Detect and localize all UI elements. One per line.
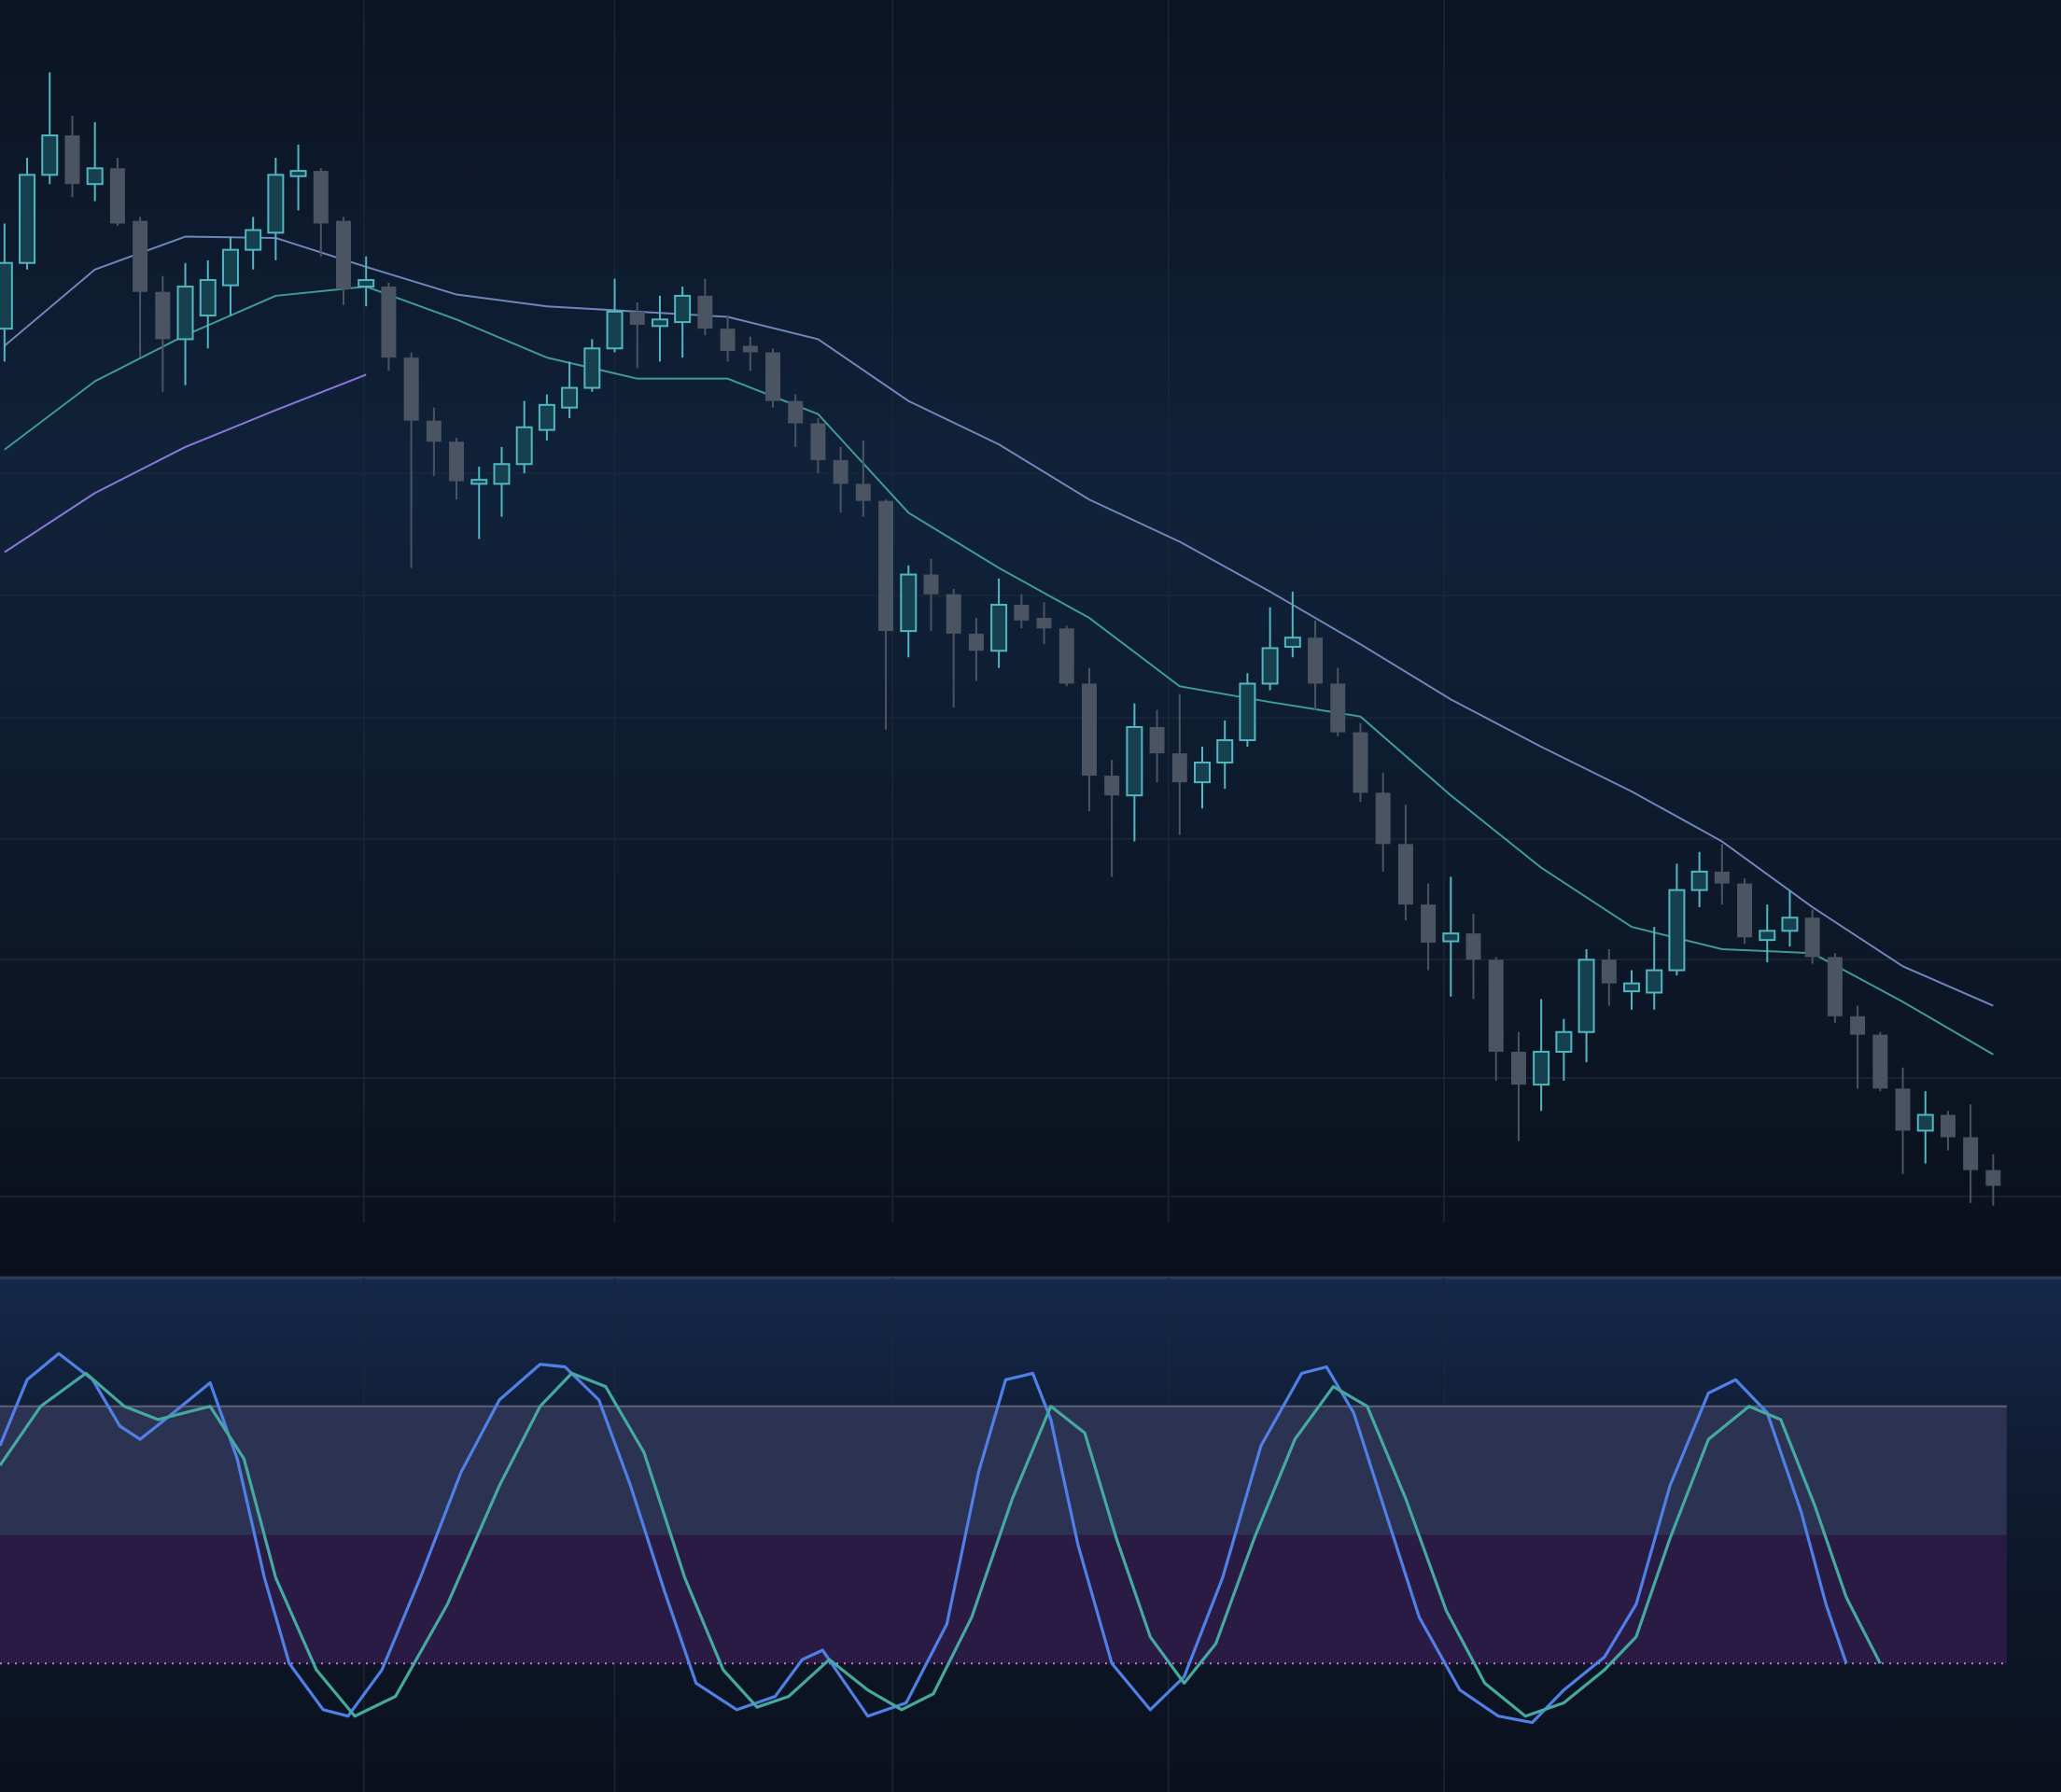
candle-body bbox=[1690, 870, 1708, 891]
candle-body bbox=[1036, 618, 1052, 629]
candle-body bbox=[1465, 933, 1481, 960]
candle-body bbox=[403, 357, 419, 421]
candle-body bbox=[86, 167, 104, 186]
candle-body bbox=[1646, 969, 1663, 994]
candle-body bbox=[64, 135, 80, 185]
candle-body bbox=[19, 174, 36, 264]
candle-body bbox=[1261, 647, 1279, 685]
candle-body bbox=[515, 426, 533, 466]
candle-body bbox=[470, 479, 488, 485]
candle-body bbox=[1283, 637, 1301, 649]
candle-body bbox=[358, 279, 375, 288]
candle-body bbox=[674, 294, 692, 324]
candle-body bbox=[855, 483, 871, 501]
candle-body bbox=[1601, 959, 1617, 984]
candle-body bbox=[267, 174, 285, 234]
candle-body bbox=[810, 423, 826, 461]
candle-body bbox=[651, 318, 668, 328]
candle-body bbox=[629, 311, 645, 325]
candle-body bbox=[990, 603, 1008, 652]
candle-body bbox=[289, 170, 307, 177]
candle-body bbox=[946, 594, 961, 634]
candle-body bbox=[1985, 1169, 2001, 1186]
candle-body bbox=[1895, 1088, 1911, 1131]
candle-body bbox=[41, 134, 59, 176]
candle-body bbox=[968, 633, 984, 651]
candle-body bbox=[1421, 904, 1437, 943]
candle-body bbox=[1872, 1034, 1888, 1089]
candle-body bbox=[0, 261, 13, 330]
candle-body bbox=[1330, 683, 1346, 733]
candle-body bbox=[606, 310, 624, 350]
candle-body bbox=[583, 347, 601, 389]
candle-body bbox=[697, 295, 713, 329]
candle-body bbox=[1194, 761, 1211, 784]
candle-body bbox=[176, 286, 194, 341]
candle-body bbox=[1014, 604, 1030, 621]
candle-body bbox=[1216, 739, 1234, 763]
candle-body bbox=[1668, 889, 1686, 972]
candle-body bbox=[1940, 1114, 1956, 1138]
candle-body bbox=[1850, 1015, 1866, 1035]
line-series bbox=[4, 286, 1994, 1056]
candle-body bbox=[1059, 628, 1074, 684]
level-band bbox=[0, 1406, 2007, 1535]
candle-body bbox=[1442, 932, 1460, 943]
candle-body bbox=[900, 573, 918, 633]
candle-body bbox=[1737, 883, 1753, 938]
candle-body bbox=[742, 345, 758, 353]
candle-body bbox=[1555, 1030, 1573, 1053]
candle-body bbox=[1533, 1050, 1550, 1086]
candle-body bbox=[1804, 917, 1820, 958]
line-series bbox=[4, 235, 1994, 1007]
candle-body bbox=[109, 168, 125, 224]
candle-body bbox=[1375, 792, 1391, 845]
candle-body bbox=[720, 329, 736, 352]
candle-body bbox=[561, 386, 579, 409]
candle-body bbox=[336, 220, 351, 289]
level-band bbox=[0, 1534, 2007, 1664]
candle-body bbox=[1510, 1051, 1526, 1085]
candle-body bbox=[1714, 871, 1730, 884]
candle-body bbox=[833, 460, 848, 484]
candle-body bbox=[1623, 982, 1640, 993]
candle-body bbox=[878, 500, 894, 632]
candle-body bbox=[923, 574, 939, 595]
candle-body bbox=[538, 403, 555, 431]
candle-body bbox=[1916, 1113, 1934, 1132]
candle-body bbox=[199, 279, 217, 317]
candle-body bbox=[1126, 725, 1143, 797]
candle-body bbox=[155, 291, 171, 340]
candle-body bbox=[381, 287, 397, 358]
candle-body bbox=[1353, 732, 1368, 793]
main-panel-bg bbox=[0, 0, 2061, 1223]
candle-body bbox=[1577, 959, 1595, 1033]
candle-body bbox=[1488, 959, 1504, 1052]
candle-body bbox=[449, 441, 465, 482]
line-series bbox=[4, 373, 367, 553]
candle-body bbox=[788, 400, 804, 424]
candle-body bbox=[313, 171, 329, 224]
candle-body bbox=[133, 220, 148, 292]
candle-body bbox=[426, 420, 442, 442]
candle-body bbox=[245, 229, 262, 251]
candle-body bbox=[1171, 753, 1187, 783]
candle-body bbox=[1308, 637, 1324, 684]
candle-body bbox=[765, 352, 780, 401]
candle-body bbox=[493, 463, 511, 485]
candle-body bbox=[1963, 1137, 1979, 1170]
candle-body bbox=[1149, 726, 1165, 754]
candle-body bbox=[1239, 682, 1256, 742]
candle-body bbox=[1397, 844, 1413, 905]
candle-body bbox=[1781, 917, 1799, 932]
candle-body bbox=[1081, 683, 1097, 777]
line-series bbox=[0, 1371, 1882, 1718]
candle-body bbox=[1759, 930, 1776, 942]
candle-body bbox=[1104, 776, 1120, 796]
candle-body bbox=[221, 248, 239, 287]
candle-body bbox=[1827, 957, 1843, 1016]
